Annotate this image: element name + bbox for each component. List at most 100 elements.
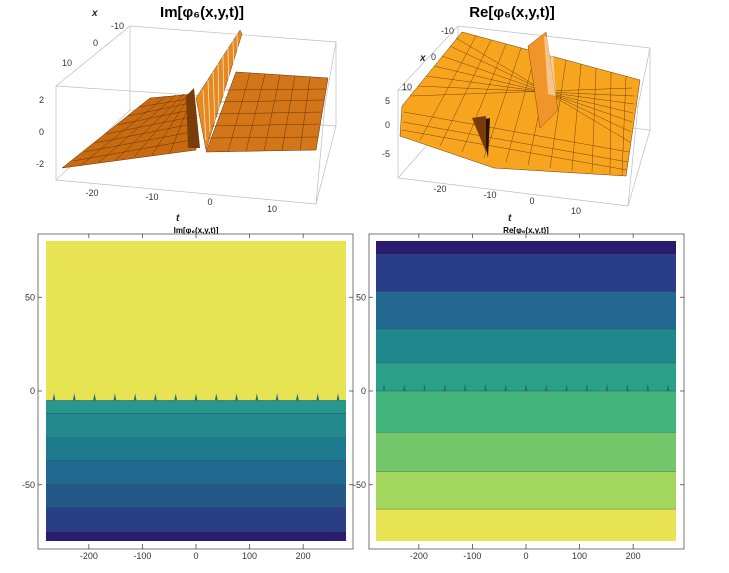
contour-re-band <box>376 471 676 510</box>
surface-re-axis-ticks: -20 -10 0 10 -10 0 10 5 0 -5 <box>382 26 581 216</box>
surface-im-mesh <box>61 29 329 169</box>
contour-im-x-tick-label: 0 <box>193 551 198 561</box>
contour-re-y-tick-label: 50 <box>356 292 366 302</box>
contour-im-y-tick-label: 0 <box>30 386 35 396</box>
surface-im-x-tick: 10 <box>62 58 72 68</box>
contour-re-y-tick-label: 0 <box>361 386 366 396</box>
contour-re-spike <box>666 384 670 391</box>
contour-re-band <box>376 291 676 330</box>
contour-plot-re: Re[φ₆(x,y,t)] -200 -100 0 100 200 50 0 -50 <box>353 226 685 561</box>
contour-re-spike <box>524 384 528 391</box>
contour-im-spike <box>93 393 96 401</box>
contour-re-x-tick-label: 0 <box>523 551 528 561</box>
contour-re-x-tick-label: -200 <box>410 551 428 561</box>
surface-im-t-label: t <box>176 213 180 224</box>
contour-im-band <box>46 531 346 541</box>
contour-im-x-tick-label: -100 <box>133 551 151 561</box>
contour-im-band <box>46 437 346 461</box>
surface-re-x-label: x <box>419 53 426 64</box>
surface-re-t-tick: -10 <box>483 190 496 200</box>
contour-re-band <box>376 391 676 433</box>
surface-im-t-tick: -10 <box>145 192 158 202</box>
contour-re-spike <box>544 384 548 391</box>
contour-re-y-tick-label: -50 <box>353 480 366 490</box>
surface-im-t-tick: 10 <box>267 204 277 214</box>
contour-im-spike <box>336 393 340 401</box>
contour-im-spike <box>72 393 76 401</box>
surface-re-z-tick: -5 <box>382 149 390 159</box>
contour-im-bands: -200 -100 0 100 200 50 0 -50 <box>22 234 353 561</box>
surface-re-x-tick: 10 <box>402 82 412 92</box>
surface-re-t-label: t <box>508 213 512 224</box>
contour-im-spike <box>296 393 299 401</box>
contour-im-spike <box>194 393 198 401</box>
contour-im-band <box>46 241 346 401</box>
surface-plot-re: Re[φ₆(x,y,t)] <box>382 4 651 224</box>
surface-re-title: Re[φ₆(x,y,t)] <box>469 4 555 21</box>
contour-re-spike <box>605 384 609 391</box>
contour-re-x-tick-label: -100 <box>463 551 481 561</box>
contour-re-band <box>376 241 676 255</box>
contour-im-band <box>46 460 346 485</box>
contour-re-spike <box>463 384 467 391</box>
contour-re-spike <box>504 384 508 391</box>
surface-im-x-tick: 0 <box>93 38 98 48</box>
contour-re-x-tick-label: 100 <box>572 551 587 561</box>
surface-im-axis-ticks: -20 -10 0 10 -10 0 10 2 0 -2 <box>36 21 277 214</box>
contour-re-x-tick-label: 200 <box>626 551 641 561</box>
contour-im-band <box>46 413 346 438</box>
contour-re-spike <box>626 384 629 391</box>
surface-plot-im: Im[φ₆(x,y,t)] <box>36 4 337 224</box>
surface-im-z-tick: 2 <box>39 95 44 105</box>
contour-im-spike <box>316 393 320 401</box>
contour-re-spike <box>565 384 568 391</box>
surface-re-x-tick: 0 <box>431 52 436 62</box>
surface-re-t-tick: 0 <box>529 196 534 206</box>
contour-re-spike <box>402 384 406 391</box>
contour-im-x-tick-label: 100 <box>242 551 257 561</box>
contour-im-band <box>46 484 346 508</box>
contour-im-band <box>46 507 346 532</box>
surface-im-t-tick: 0 <box>207 197 212 207</box>
contour-re-band <box>376 254 676 292</box>
surface-re-z-tick: 0 <box>385 120 390 130</box>
contour-plot-im: Im[φ₆(x,y,t)] -200 -100 0 100 200 50 0 -50 <box>22 226 354 561</box>
surface-re-t-tick: 10 <box>571 206 581 216</box>
surface-re-x-tick: -10 <box>441 26 454 36</box>
contour-re-bands: -200 -100 0 100 200 50 0 -50 <box>353 234 684 561</box>
surface-im-z-tick: 0 <box>39 127 44 137</box>
surface-re-t-tick: -20 <box>433 184 446 194</box>
contour-re-spike <box>423 384 426 391</box>
contour-im-x-tick-label: -200 <box>80 551 98 561</box>
contour-im-spike <box>214 393 218 401</box>
surface-im-x-label: x <box>91 8 98 19</box>
contour-im-spike <box>133 393 137 401</box>
contour-im-spike <box>275 393 279 401</box>
surface-im-x-tick: -10 <box>111 21 124 31</box>
contour-re-band <box>376 432 676 472</box>
contour-re-spike <box>484 384 487 391</box>
contour-im-spike <box>52 393 56 401</box>
contour-im-x-tick-label: 200 <box>296 551 311 561</box>
surface-im-t-tick: -20 <box>85 188 98 198</box>
surface-im-title: Im[φ₆(x,y,t)] <box>160 4 244 21</box>
contour-re-spike <box>646 384 650 391</box>
surface-re-z-tick: 5 <box>385 96 390 106</box>
contour-im-band <box>46 400 346 414</box>
contour-im-spike <box>174 393 178 401</box>
contour-im-spike <box>235 393 238 401</box>
surface-re-mesh <box>399 31 641 177</box>
surface-im-z-tick: -2 <box>36 159 44 169</box>
contour-im-spike <box>154 393 157 401</box>
contour-re-spike <box>585 384 589 391</box>
contour-im-y-tick-label: 50 <box>25 292 35 302</box>
contour-re-spike <box>382 384 386 391</box>
contour-re-band <box>376 329 676 363</box>
contour-re-band <box>376 509 676 541</box>
contour-im-y-tick-label: -50 <box>22 480 35 490</box>
contour-im-title: Im[φ₆(x,y,t)] <box>174 226 219 235</box>
contour-re-spike <box>443 384 447 391</box>
contour-im-spike <box>113 393 117 401</box>
contour-im-spike <box>255 393 259 401</box>
